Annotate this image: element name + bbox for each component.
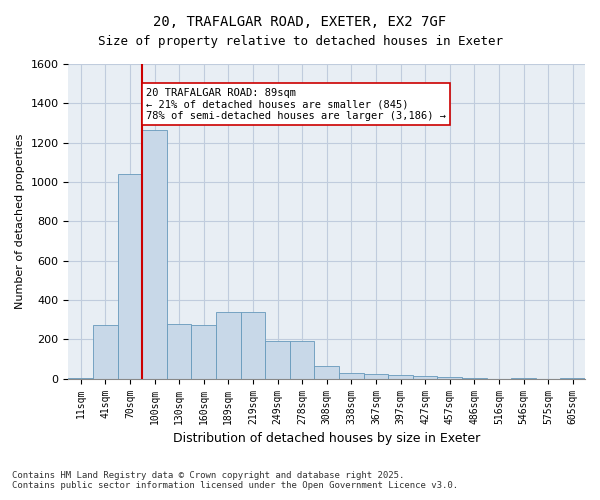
X-axis label: Distribution of detached houses by size in Exeter: Distribution of detached houses by size …	[173, 432, 481, 445]
Bar	[265, 342, 290, 378]
Bar	[339, 373, 364, 378]
Bar	[216, 312, 241, 378]
Text: Contains HM Land Registry data © Crown copyright and database right 2025.
Contai: Contains HM Land Registry data © Crown c…	[12, 470, 458, 490]
Bar	[388, 375, 413, 378]
Text: 20 TRAFALGAR ROAD: 89sqm
← 21% of detached houses are smaller (845)
78% of semi-: 20 TRAFALGAR ROAD: 89sqm ← 21% of detach…	[146, 88, 446, 121]
Bar	[118, 174, 142, 378]
Text: Size of property relative to detached houses in Exeter: Size of property relative to detached ho…	[97, 35, 503, 48]
Y-axis label: Number of detached properties: Number of detached properties	[15, 134, 25, 309]
Bar	[413, 376, 437, 378]
Bar	[191, 324, 216, 378]
Bar	[93, 324, 118, 378]
Bar	[314, 366, 339, 378]
Text: 20, TRAFALGAR ROAD, EXETER, EX2 7GF: 20, TRAFALGAR ROAD, EXETER, EX2 7GF	[154, 15, 446, 29]
Bar	[241, 312, 265, 378]
Bar	[142, 130, 167, 378]
Bar	[437, 376, 462, 378]
Bar	[364, 374, 388, 378]
Bar	[167, 324, 191, 378]
Bar	[290, 342, 314, 378]
